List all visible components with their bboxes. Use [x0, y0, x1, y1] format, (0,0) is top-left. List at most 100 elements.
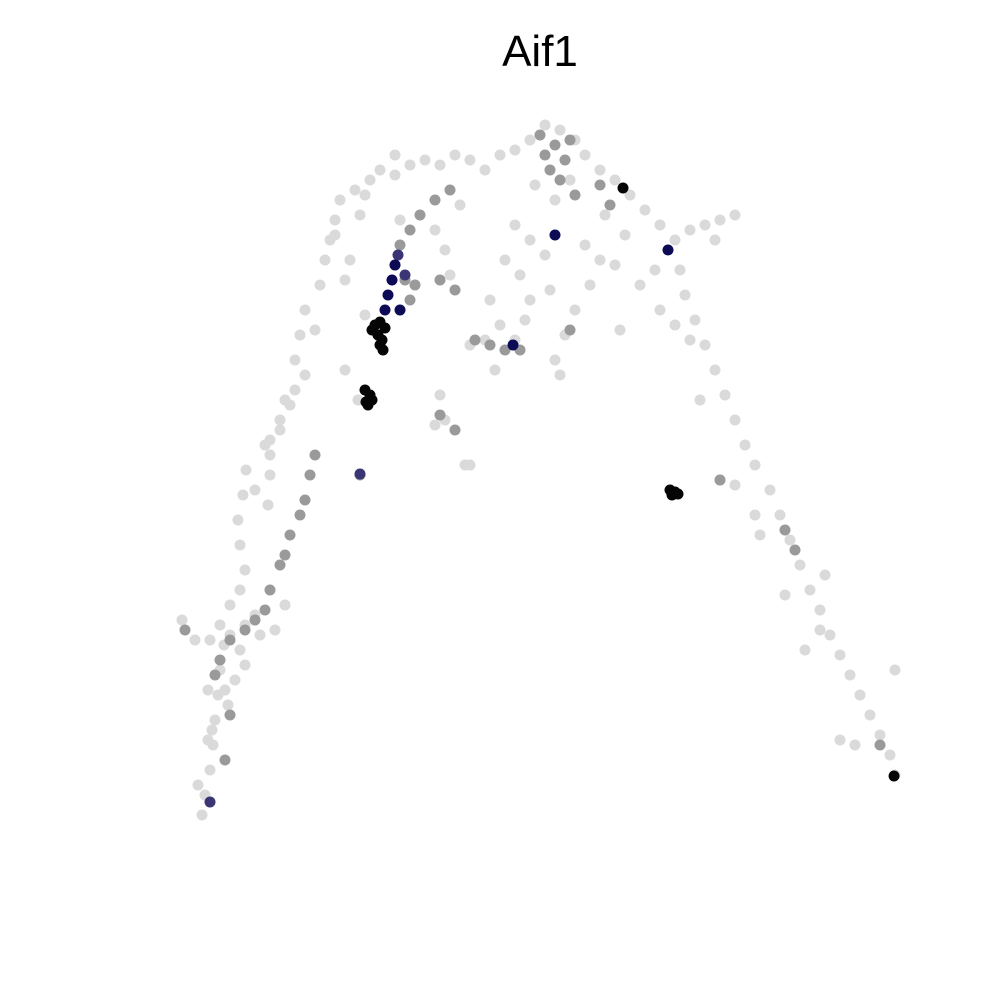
data-point [444, 269, 456, 281]
data-point [309, 449, 321, 461]
data-point [684, 334, 696, 346]
data-point [234, 539, 246, 551]
data-point [284, 529, 296, 541]
data-point [489, 364, 501, 376]
data-point [404, 294, 416, 306]
data-point [849, 739, 861, 751]
data-point [404, 159, 416, 171]
data-point [434, 409, 446, 421]
data-point [554, 174, 566, 186]
data-point [599, 209, 611, 221]
data-point [454, 199, 466, 211]
data-point [229, 674, 241, 686]
data-point [299, 494, 311, 506]
data-point [579, 149, 591, 161]
data-point [714, 474, 726, 486]
data-point [549, 229, 561, 241]
data-point [319, 254, 331, 266]
data-point [524, 294, 536, 306]
data-point [224, 599, 236, 611]
data-point [814, 604, 826, 616]
data-point [240, 464, 252, 476]
data-point [214, 619, 226, 631]
data-point [189, 634, 201, 646]
data-point [192, 779, 204, 791]
data-point [549, 139, 561, 151]
data-point [219, 754, 231, 766]
data-point [564, 174, 576, 186]
data-point [204, 764, 216, 776]
data-point [299, 369, 311, 381]
data-point [544, 164, 556, 176]
data-point [359, 189, 371, 201]
data-point [559, 154, 571, 166]
data-point [569, 189, 581, 201]
data-point [429, 224, 441, 236]
data-point [694, 394, 706, 406]
data-point [289, 384, 301, 396]
data-point [354, 468, 366, 480]
data-point [509, 219, 521, 231]
data-point [524, 234, 536, 246]
data-point [449, 424, 461, 436]
data-point [264, 434, 276, 446]
data-point [464, 459, 476, 471]
data-point [519, 314, 531, 326]
data-point [419, 154, 431, 166]
data-point [509, 144, 521, 156]
data-point [206, 724, 218, 736]
data-point [202, 734, 214, 746]
data-point [874, 739, 886, 751]
data-point [382, 289, 394, 301]
data-point [709, 364, 721, 376]
data-point [749, 459, 761, 471]
data-point [499, 254, 511, 266]
data-point [564, 324, 576, 336]
data-point [784, 534, 796, 546]
data-point [888, 770, 900, 782]
data-point [854, 689, 866, 701]
data-point [729, 479, 741, 491]
data-point [304, 469, 316, 481]
data-point [834, 649, 846, 661]
data-point [279, 599, 291, 611]
data-point [634, 279, 646, 291]
data-point [714, 214, 726, 226]
data-point [214, 654, 226, 666]
data-point [434, 389, 446, 401]
data-point [224, 634, 236, 646]
data-point [349, 184, 361, 196]
data-point [374, 164, 386, 176]
data-point [479, 164, 491, 176]
data-point [884, 749, 896, 761]
data-point [764, 484, 776, 496]
data-point [679, 289, 691, 301]
data-point [339, 364, 351, 376]
data-point [844, 669, 856, 681]
data-point [549, 194, 561, 206]
data-point [689, 314, 701, 326]
data-point [392, 249, 404, 261]
data-point [274, 559, 286, 571]
data-point [394, 214, 406, 226]
data-point [314, 279, 326, 291]
data-point [299, 304, 311, 316]
data-point [494, 319, 506, 331]
data-point [669, 234, 681, 246]
data-point [609, 259, 621, 271]
data-point [619, 229, 631, 241]
data-point [729, 414, 741, 426]
data-point [699, 339, 711, 351]
data-point [364, 174, 376, 186]
data-point [779, 524, 791, 536]
data-point [814, 624, 826, 636]
data-point [864, 709, 876, 721]
data-point [274, 414, 286, 426]
data-point [729, 209, 741, 221]
data-point [654, 219, 666, 231]
data-point [394, 304, 406, 316]
data-point [294, 329, 306, 341]
data-point [404, 224, 416, 236]
data-point [209, 669, 221, 681]
data-point [264, 449, 276, 461]
